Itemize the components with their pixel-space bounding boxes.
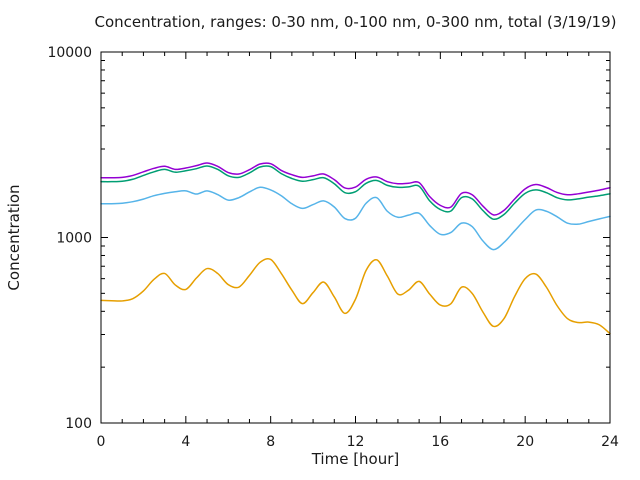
y-tick-label-1000: 1000 <box>56 230 92 246</box>
x-tick-label-12: 12 <box>347 434 365 450</box>
x-tick-label-0: 0 <box>97 434 106 450</box>
y-axis-label: Concentration <box>5 184 23 290</box>
y-tick-labels: 10000 1000 100 <box>47 45 92 432</box>
series-line-0-30-nm <box>100 257 611 335</box>
x-tick-label-24: 24 <box>601 434 619 450</box>
x-tick-label-20: 20 <box>516 434 534 450</box>
series-line-0-300-nm <box>100 165 611 221</box>
series-line-0-100-nm <box>100 186 611 251</box>
axis-ticks <box>100 51 611 424</box>
series-line-total <box>100 162 611 216</box>
y-tick-label-10000: 10000 <box>47 45 92 61</box>
y-tick-label-100: 100 <box>65 416 92 432</box>
chart-title: Concentration, ranges: 0-30 nm, 0-100 nm… <box>95 13 617 31</box>
x-tick-label-8: 8 <box>266 434 275 450</box>
x-tick-label-4: 4 <box>181 434 190 450</box>
x-tick-label-16: 16 <box>431 434 449 450</box>
x-tick-labels: 0 4 8 12 16 20 24 <box>97 434 619 450</box>
series-lines <box>100 162 611 335</box>
plot-border <box>100 51 611 424</box>
x-axis-label: Time [hour] <box>311 450 400 468</box>
